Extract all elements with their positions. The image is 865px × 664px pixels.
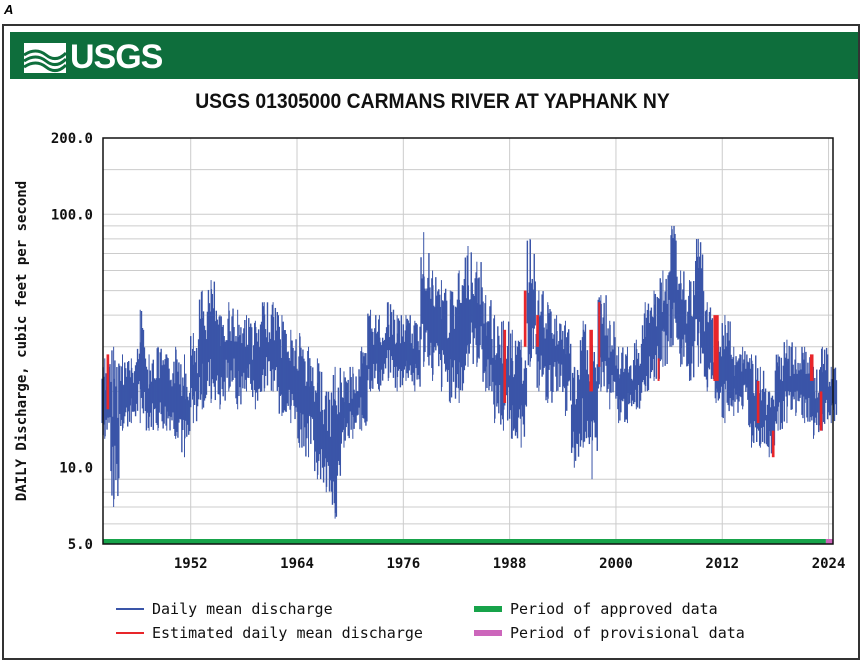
usgs-logo: USGS: [24, 38, 163, 77]
y-tick-label: 5.0: [68, 537, 93, 553]
estimated-discharge-mark: [589, 329, 593, 392]
logo-text: USGS: [70, 38, 163, 76]
y-axis-label: DAILY Discharge, cubic feet per second: [14, 181, 30, 501]
y-tick-label: 100.0: [51, 207, 93, 223]
legend-label: Daily mean discharge: [152, 600, 333, 618]
estimated-discharge-mark: [536, 315, 539, 347]
legend-swatch: [116, 608, 144, 610]
figure-label: A: [4, 2, 14, 17]
estimated-discharge-mark: [106, 354, 110, 410]
legend-label: Estimated daily mean discharge: [152, 624, 423, 642]
legend-provisional: Period of provisional data: [474, 624, 745, 642]
legend-label: Period of provisional data: [510, 624, 745, 642]
legend-approved: Period of approved data: [474, 600, 718, 618]
y-tick-label: 200.0: [51, 131, 93, 147]
y-tick-label: 10.0: [59, 461, 93, 477]
chart-title: USGS 01305000 CARMANS RIVER AT YAPHANK N…: [195, 90, 670, 113]
estimated-discharge-mark: [598, 302, 601, 367]
legend-estimated: Estimated daily mean discharge: [116, 624, 423, 642]
plot-border: [102, 137, 834, 545]
provisional-period-bar: [825, 539, 833, 544]
estimated-discharge-mark: [503, 329, 507, 404]
x-tick-label: 2000: [599, 556, 633, 572]
x-tick-label: 2012: [705, 556, 739, 572]
legend-label: Period of approved data: [510, 600, 718, 618]
legend-swatch: [116, 632, 144, 634]
estimated-discharge-mark: [809, 354, 814, 381]
usgs-wave-icon: [24, 42, 66, 73]
chart-frame: [2, 24, 860, 660]
legend-daily: Daily mean discharge: [116, 600, 333, 618]
legend-swatch: [474, 606, 502, 612]
estimated-discharge-mark: [771, 430, 775, 458]
approved-period-bar: [103, 539, 826, 544]
x-tick-label: 1952: [174, 556, 208, 572]
estimated-discharge-mark: [657, 358, 660, 381]
estimated-discharge-mark: [756, 380, 760, 424]
x-tick-label: 1988: [493, 556, 527, 572]
x-tick-label: 1976: [386, 556, 420, 572]
estimated-discharge-mark: [713, 315, 719, 381]
x-tick-label: 1964: [280, 556, 314, 572]
estimated-discharge-mark: [523, 290, 527, 347]
x-tick-label: 2024: [812, 556, 846, 572]
legend-swatch: [474, 630, 502, 636]
usgs-banner: USGS: [10, 32, 858, 79]
estimated-discharge-mark: [819, 391, 823, 431]
